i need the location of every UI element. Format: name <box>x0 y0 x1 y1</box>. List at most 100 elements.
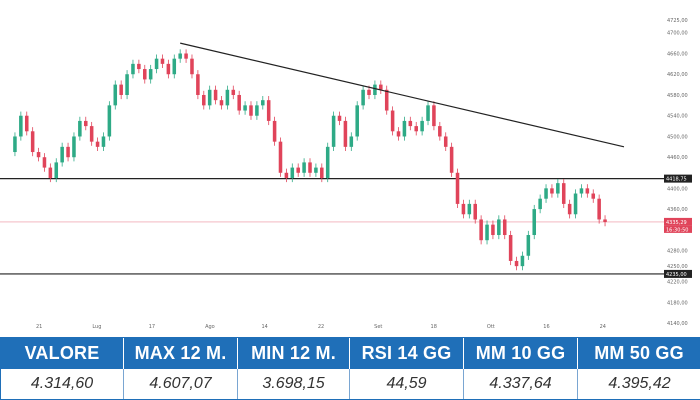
candle-body <box>290 167 295 178</box>
candle-body <box>66 146 70 158</box>
header-min-12m: MIN 12 M. <box>238 338 350 369</box>
candle-body <box>343 120 348 147</box>
header-rsi-14gg: RSI 14 GG <box>350 338 464 369</box>
candle-body <box>13 136 17 153</box>
candle-body <box>491 224 495 236</box>
y-tick-label-5: 4540,00 <box>667 114 688 120</box>
header-mm-10gg: MM 10 GG <box>464 338 578 369</box>
candle-body <box>154 58 159 70</box>
x-tick-label-5: 22 <box>318 324 324 330</box>
candle-body <box>42 157 47 168</box>
candle-body <box>455 172 460 204</box>
candle-body <box>508 235 513 261</box>
candle-body <box>384 89 389 111</box>
candle-body <box>585 188 590 194</box>
candle-body <box>402 120 407 137</box>
candle-body <box>349 136 354 147</box>
x-tick-label-6: Set <box>374 324 382 330</box>
candle-body <box>544 188 548 199</box>
last-time-tag <box>664 225 692 233</box>
candle-body <box>414 126 418 132</box>
candle-body <box>278 141 283 173</box>
last-price-label: 4335,29 <box>666 220 687 226</box>
candlestick-chart: 4725,00 4700,00 4660,00 4620,00 4580,00 4540,… <box>0 18 692 330</box>
candle-body <box>266 100 271 121</box>
candle-body <box>438 126 442 137</box>
candle-body <box>308 162 312 173</box>
candle-body <box>184 53 188 59</box>
candle-body <box>95 141 100 147</box>
candle-body <box>190 58 194 75</box>
x-tick-label-10: 24 <box>600 324 606 330</box>
candle-body <box>143 69 147 80</box>
candle-body <box>449 146 454 173</box>
candle-body <box>202 94 206 106</box>
y-tick-label-4: 4580,00 <box>667 93 688 99</box>
candle-body <box>249 105 253 116</box>
candle-body <box>160 58 165 64</box>
y-tick-label-8: 4400,00 <box>667 186 688 192</box>
candle-body <box>166 63 171 75</box>
candle-body <box>237 94 241 111</box>
candle-body <box>30 131 35 153</box>
candle-body <box>172 58 177 75</box>
candle-body <box>36 152 41 158</box>
candle-body <box>567 203 572 215</box>
value-rsi-14gg: 44,59 <box>350 369 464 399</box>
candle-body <box>467 203 472 215</box>
y-tick-label-6: 4500,00 <box>667 134 688 140</box>
candle-body <box>591 193 596 199</box>
last-price-tag <box>664 217 692 226</box>
x-tick-label-4: 14 <box>261 324 267 330</box>
value-min-12m: 3.698,15 <box>238 369 350 399</box>
candle-body <box>373 84 377 95</box>
candle-body <box>148 69 153 80</box>
candle-body <box>119 84 123 95</box>
candle-body <box>78 120 82 137</box>
candle-body <box>361 89 365 106</box>
y-tick-label-9: 4360,00 <box>667 207 688 213</box>
candle-body <box>261 100 265 106</box>
y-tick-label-2: 4660,00 <box>667 51 688 57</box>
candle-body <box>520 255 525 267</box>
candle-body <box>284 172 289 178</box>
candle-body <box>337 115 342 121</box>
candle-body <box>473 203 477 220</box>
last-time-label: 16:30:50 <box>666 227 688 233</box>
candle-body <box>125 74 129 95</box>
y-tick-label-11: 4280,00 <box>667 249 688 255</box>
candle-body <box>573 193 578 215</box>
candle-body <box>408 120 413 127</box>
candle-body <box>320 167 324 178</box>
candle-body <box>48 167 53 178</box>
candle-body <box>137 63 141 70</box>
candle-body <box>379 84 383 90</box>
candle-body <box>556 183 560 194</box>
y-tick-label-13: 4220,00 <box>667 280 688 286</box>
y-tick-label-3: 4620,00 <box>667 72 688 78</box>
candle-body <box>207 89 212 106</box>
candle-body <box>54 162 59 178</box>
candle-body <box>60 146 64 163</box>
x-tick-label-0: 21 <box>36 324 42 330</box>
y-tick-label-0: 4725,00 <box>667 18 688 24</box>
candle-body <box>432 105 436 127</box>
support-price-tag <box>664 269 692 278</box>
candle-body <box>24 115 29 132</box>
candle-body <box>302 162 306 173</box>
candle-body <box>83 120 88 127</box>
candle-body <box>396 131 401 137</box>
candle-body <box>196 74 200 95</box>
candle-body <box>603 219 607 223</box>
value-mm-50gg: 4.395,42 <box>578 369 700 399</box>
candle-body <box>532 209 537 236</box>
candle-body <box>107 105 112 137</box>
x-tick-label-7: 18 <box>431 324 437 330</box>
y-tick-label-7: 4460,00 <box>667 155 688 161</box>
candle-body <box>579 188 584 194</box>
candle-body <box>225 89 230 106</box>
candle-body <box>255 105 259 116</box>
x-tick-label-1: Lug <box>92 324 101 330</box>
candle-body <box>502 219 507 236</box>
header-valore: VALORE <box>1 338 124 369</box>
